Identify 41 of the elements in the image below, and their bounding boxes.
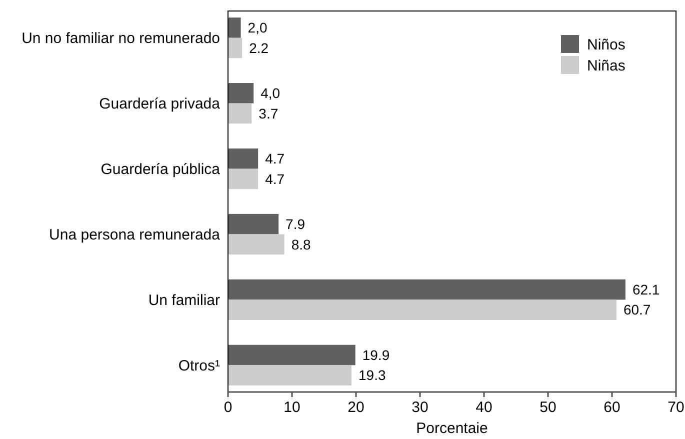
data-label: 3.7 [258,105,278,122]
y-tick-label: Guardería privada [99,96,221,113]
data-label: 60.7 [623,302,651,318]
bar [228,148,258,169]
data-label: 2.2 [249,40,269,56]
x-tick-label: 10 [284,399,300,416]
x-tick-label: 20 [348,399,364,416]
data-label: 4,0 [260,85,280,102]
bar [228,83,254,104]
data-label: 8.8 [291,236,311,252]
y-tick-label: Guardería pública [100,161,221,178]
bar [228,234,284,255]
legend-label: Niñas [587,57,626,74]
y-tick-label: Un no familiar no remunerado [22,30,220,48]
bar [228,18,241,38]
data-label: 7.9 [286,216,306,232]
x-tick-label: 40 [476,399,492,416]
bar [228,214,279,234]
bar [228,300,616,320]
x-tick-label: 0 [224,399,232,416]
data-label: 62.1 [632,281,660,298]
x-tick-label: 50 [540,399,556,416]
bar [228,365,352,386]
data-label: 19.9 [362,346,390,363]
data-label: 19.3 [358,367,386,384]
y-tick-label: Una persona remunerada [49,226,221,244]
y-tick-label: Un familiar [148,292,220,309]
x-tick-label: 70 [668,399,684,416]
bar [228,103,252,124]
bar [228,38,242,58]
data-label: 4.7 [265,170,285,187]
bar [228,168,258,190]
x-axis-title: Porcentaie [416,420,488,437]
legend-label: Niños [587,36,626,54]
y-tick-label: Otros¹ [178,357,220,374]
bar [228,279,626,300]
data-label: 4.7 [265,150,285,167]
data-label: 2,0 [248,20,268,36]
x-tick-label: 60 [604,399,620,416]
x-tick-label: 30 [412,399,428,416]
bar [228,344,356,366]
